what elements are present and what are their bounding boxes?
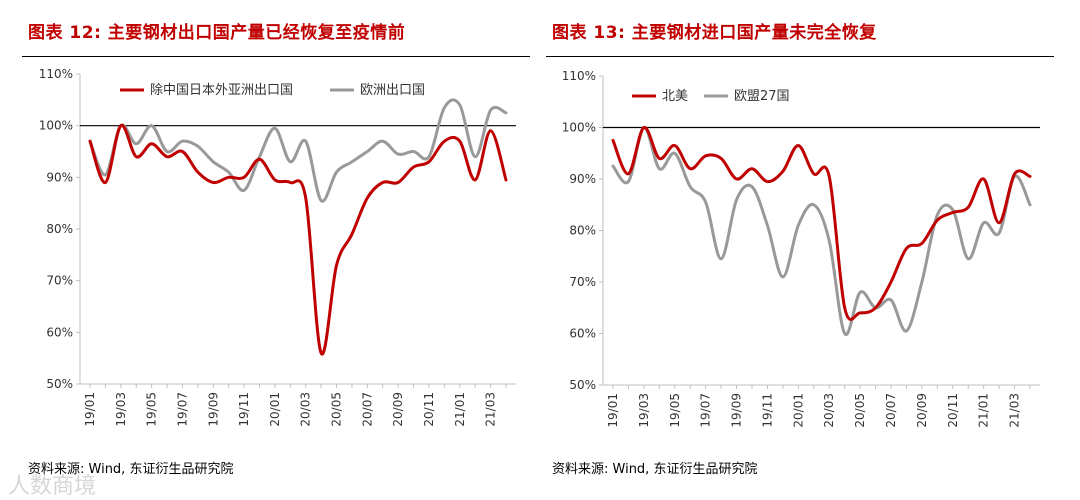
title-rule [546, 56, 1054, 57]
x-tick-label: 20/09 [915, 393, 929, 428]
x-tick-label: 19/03 [114, 392, 128, 427]
x-tick-label: 19/09 [206, 392, 220, 427]
legend-label: 北美 [662, 89, 688, 104]
y-tick-label: 60% [46, 325, 73, 339]
y-tick-label: 80% [46, 222, 73, 236]
legend-label: 除中国日本外亚洲出口国 [150, 83, 293, 98]
chart-panel-right: 图表 13: 主要钢材进口国产量未完全恢复 50% 60% 70% 80% 90% 100… [546, 0, 1076, 500]
x-tick-label: 19/07 [699, 393, 713, 428]
watermark: 人数商境 [8, 474, 97, 499]
x-tick-label: 21/03 [1008, 393, 1022, 428]
series-line-secondary [611, 125, 1032, 336]
y-tick-label: 100% [562, 121, 596, 135]
x-tick-label: 19/07 [175, 392, 189, 427]
x-tick-label: 20/11 [946, 393, 960, 428]
x-tick-label: 19/11 [237, 392, 251, 427]
y-tick-label: 100% [39, 119, 73, 133]
chart-title: 图表 12: 主要钢材出口国产量已经恢复至疫情前 [28, 23, 406, 43]
source-note: 资料来源: Wind, 东证衍生品研究院 [552, 462, 758, 477]
title-rule [22, 56, 530, 57]
x-tick-label: 20/05 [853, 393, 867, 428]
chart-panel-left: 图表 12: 主要钢材出口国产量已经恢复至疫情前 50% 60% 70% 80% 90%… [22, 0, 552, 500]
series-line-primary [611, 125, 1032, 321]
x-tick-label: 21/01 [453, 392, 467, 427]
x-tick-label: 19/03 [637, 393, 651, 428]
x-tick-label: 19/05 [145, 392, 159, 427]
x-tick-label: 20/01 [268, 392, 282, 427]
y-tick-label: 50% [46, 377, 73, 391]
y-tick-label: 80% [569, 224, 596, 238]
y-tick-label: 50% [569, 378, 596, 392]
x-tick-label: 19/05 [668, 393, 682, 428]
legend-label: 欧盟27国 [734, 89, 790, 104]
x-tick-label: 19/01 [606, 393, 620, 428]
x-tick-label: 20/01 [791, 393, 805, 428]
x-tick-label: 19/09 [730, 393, 744, 428]
x-tick-label: 20/07 [884, 393, 898, 428]
x-tick-label: 20/11 [422, 392, 436, 427]
source-note: 资料来源: Wind, 东证衍生品研究院 [28, 462, 234, 477]
series-line-primary [88, 124, 508, 356]
x-tick-label: 20/07 [360, 392, 374, 427]
x-tick-label: 20/03 [299, 392, 313, 427]
y-tick-label: 70% [569, 275, 596, 289]
x-tick-label: 19/01 [83, 392, 97, 427]
legend-label: 欧洲出口国 [360, 83, 425, 98]
y-tick-label: 90% [46, 170, 73, 184]
x-tick-label: 21/01 [977, 393, 991, 428]
y-tick-label: 110% [562, 69, 596, 83]
x-tick-label: 20/03 [822, 393, 836, 428]
y-tick-label: 60% [569, 327, 596, 341]
line-chart-exporters: 50% 60% 70% 80% 90% 100% 110% 19/01 19/03 19/05 19… [39, 67, 516, 427]
series-line-secondary [88, 98, 508, 203]
y-tick-label: 110% [39, 67, 73, 81]
y-tick-label: 70% [46, 274, 73, 288]
line-chart-importers: 50% 60% 70% 80% 90% 100% 110% 19/01 19/03 19/05 19… [562, 69, 1040, 428]
x-tick-label: 21/03 [484, 392, 498, 427]
x-tick-label: 20/05 [330, 392, 344, 427]
x-tick-label: 19/11 [760, 393, 774, 428]
x-tick-label: 20/09 [391, 392, 405, 427]
y-tick-label: 90% [569, 172, 596, 186]
chart-title: 图表 13: 主要钢材进口国产量未完全恢复 [552, 23, 877, 43]
